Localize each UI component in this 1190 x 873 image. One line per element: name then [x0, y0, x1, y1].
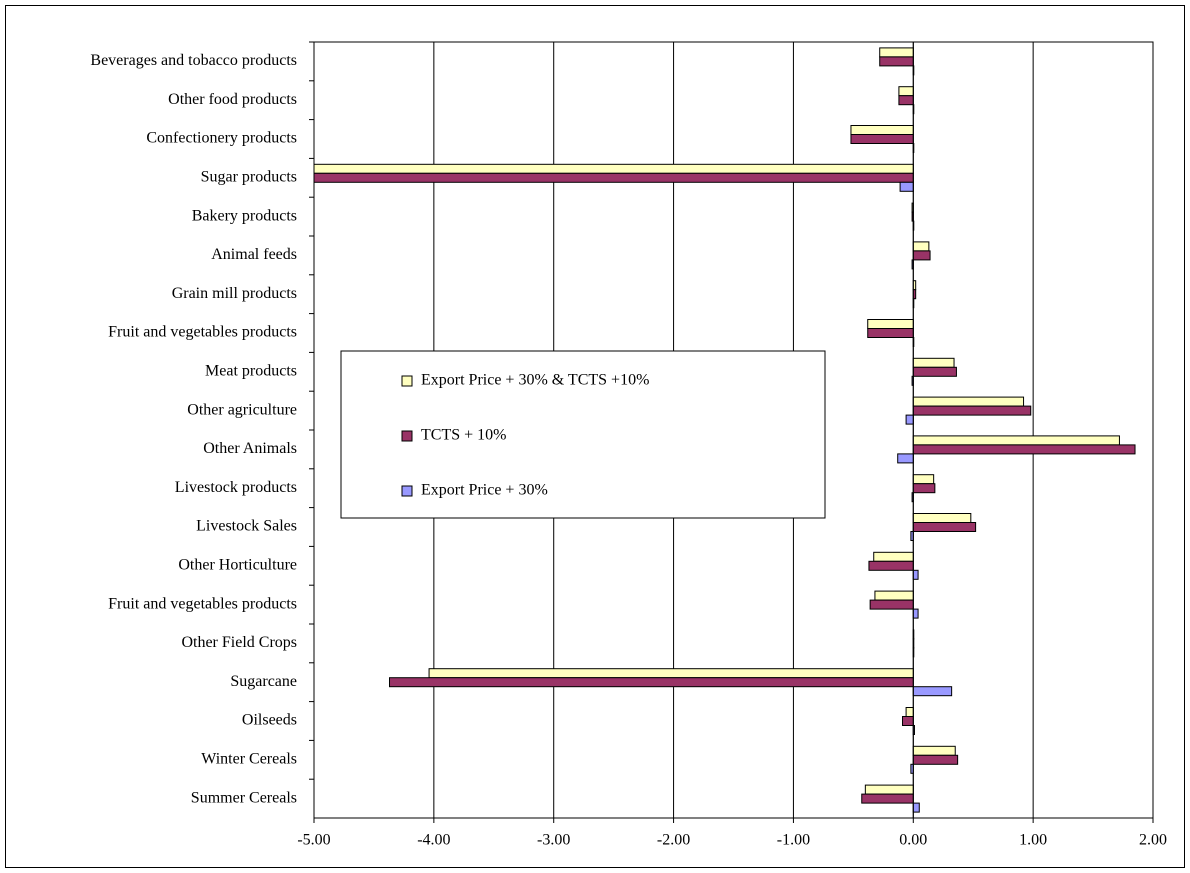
bar: [912, 569, 919, 580]
bar: [850, 125, 914, 135]
bar: [912, 405, 1032, 416]
bar: [912, 435, 1120, 446]
bar: [912, 444, 1136, 455]
bar: [901, 716, 914, 726]
x-tick-label: -3.00: [537, 832, 570, 849]
x-tick-label: -4.00: [417, 832, 450, 849]
y-tick-label: Livestock Sales: [196, 518, 297, 535]
bar: [912, 366, 957, 377]
bar: [912, 522, 977, 532]
bar: [869, 599, 914, 610]
y-tick-label: Animal feeds: [211, 246, 297, 263]
legend-box: [340, 350, 826, 519]
y-tick-label: Beverages and tobacco products: [90, 52, 297, 69]
bar: [898, 86, 914, 97]
bar: [428, 668, 914, 679]
legend-label: Export Price + 30% & TCTS +10%: [421, 372, 649, 389]
y-tick-label: Grain mill products: [172, 285, 297, 302]
bar: [912, 483, 936, 494]
bar: [912, 396, 1025, 407]
y-tick-label: Winter Cereals: [201, 750, 297, 767]
y-tick-label: Other Animals: [203, 440, 297, 457]
bar: [874, 590, 914, 601]
y-tick-label: Livestock products: [175, 479, 297, 496]
y-tick-label: Other food products: [168, 91, 297, 108]
legend-label: Export Price + 30%: [421, 482, 548, 499]
bar: [912, 241, 930, 252]
y-tick-label: Fruit and vegetables products: [108, 595, 297, 612]
bar: [879, 47, 914, 58]
y-tick-label: Other agriculture: [187, 401, 297, 418]
x-tick-label: 1.00: [1019, 832, 1047, 849]
x-tick-label: -2.00: [657, 832, 690, 849]
y-tick-label: Oilseeds: [242, 712, 297, 729]
bar: [867, 328, 914, 338]
bar: [897, 453, 914, 464]
y-tick-label: Other Horticulture: [178, 556, 297, 573]
bar: [898, 95, 914, 106]
bar: [868, 560, 914, 571]
y-tick-label: Other Field Crops: [181, 634, 297, 651]
legend-swatch: [401, 485, 413, 497]
x-tick-label: 2.00: [1139, 832, 1167, 849]
y-tick-label: Confectionery products: [146, 130, 297, 147]
bar: [912, 250, 931, 261]
legend-swatch: [401, 430, 413, 442]
bar: [873, 551, 914, 562]
bar: [899, 181, 914, 192]
y-tick-label: Sugarcane: [230, 673, 297, 690]
y-tick-label: Meat products: [205, 362, 297, 379]
y-tick-label: Summer Cereals: [191, 789, 297, 806]
bar: [912, 745, 956, 756]
bar: [313, 163, 914, 174]
bar: [912, 754, 959, 765]
legend-label: TCTS + 10%: [421, 427, 506, 444]
x-tick-label: -1.00: [777, 832, 810, 849]
bar: [389, 677, 914, 688]
x-tick-label: 0.00: [899, 832, 927, 849]
bar: [850, 134, 914, 144]
bar: [912, 608, 919, 619]
bar: [912, 474, 935, 485]
x-tick-label: -5.00: [297, 832, 330, 849]
bar: [905, 414, 914, 425]
bar: [867, 319, 914, 329]
y-tick-label: Fruit and vegetables products: [108, 324, 297, 341]
bar: [313, 172, 914, 183]
bar: [912, 802, 920, 813]
bar: [912, 686, 953, 697]
bar: [905, 707, 914, 717]
bar: [861, 793, 914, 804]
y-tick-label: Bakery products: [192, 207, 297, 224]
bar: [864, 784, 914, 795]
legend-swatch: [401, 375, 413, 387]
bar: [912, 357, 955, 368]
bar: [879, 56, 914, 67]
bar: [912, 513, 972, 523]
y-tick-label: Sugar products: [201, 168, 297, 185]
